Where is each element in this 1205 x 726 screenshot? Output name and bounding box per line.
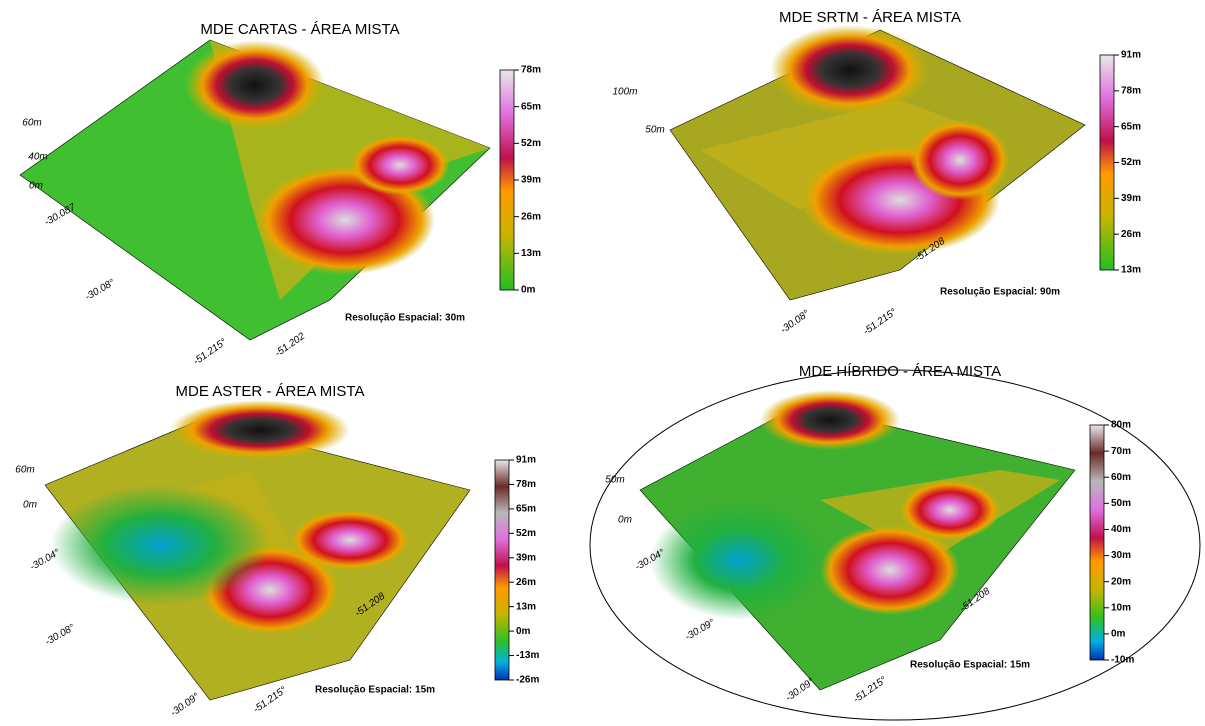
colorbar-label: 26m [516, 577, 536, 588]
colorbar [1100, 55, 1114, 270]
terrain-relief [650, 500, 830, 620]
colorbar-label: 13m [521, 248, 541, 259]
axis-label: 60m [22, 118, 41, 129]
colorbar-label: 52m [521, 138, 541, 149]
resolution-label: Resolução Espacial: 30m [345, 313, 465, 324]
colorbar-label: 0m [1111, 629, 1126, 640]
axis-label: -51.215° [861, 307, 898, 338]
colorbar [495, 460, 509, 680]
axis-label: -30.09° [683, 617, 717, 643]
axis-label: -51.215° [851, 675, 888, 706]
colorbar-label: 39m [1121, 193, 1141, 204]
colorbar-label: 0m [516, 626, 531, 637]
colorbar-label: 52m [516, 528, 536, 539]
axis-label: -30.09° [784, 676, 817, 704]
panel-title: MDE CARTAS - ÁREA MISTA [200, 21, 399, 38]
terrain-relief [900, 480, 1000, 540]
colorbar-label: 60m [1111, 472, 1131, 483]
terrain-relief [185, 40, 325, 130]
axis-label: 0m [29, 181, 43, 192]
axis-label: 60m [15, 465, 34, 476]
terrain-relief [170, 400, 350, 460]
axis-label: 50m [605, 475, 624, 486]
axis-label: -51.215° [191, 337, 228, 368]
colorbar-label: -26m [516, 675, 539, 686]
terrain-relief [350, 135, 450, 195]
colorbar-label: 80m [1111, 420, 1131, 431]
colorbar-label: 65m [521, 101, 541, 112]
colorbar-label: 70m [1111, 446, 1131, 457]
colorbar-label: 26m [521, 211, 541, 222]
colorbar-label: 78m [1121, 85, 1141, 96]
colorbar-label: 13m [516, 601, 536, 612]
colorbar-label: 91m [516, 455, 536, 466]
colorbar-label: 26m [1121, 229, 1141, 240]
colorbar-label: 65m [516, 504, 536, 515]
axis-label: 50m [645, 125, 664, 136]
terrain-relief [290, 510, 410, 570]
colorbar-label: 10m [1111, 602, 1131, 613]
colorbar-label: 65m [1121, 121, 1141, 132]
axis-label: -51.202 [273, 331, 307, 360]
axis-label: 40m [28, 152, 47, 163]
figure: MDE CARTAS - ÁREA MISTA 78m 65m 52m 39m 26m 13… [0, 0, 1205, 726]
terrain-relief [760, 390, 900, 450]
terrain-relief [50, 485, 270, 605]
colorbar [500, 70, 514, 290]
axis-label: -51.215° [251, 685, 288, 716]
axis-label: -30.08° [43, 622, 77, 648]
axis-label: 100m [612, 87, 637, 98]
colorbar [1090, 425, 1104, 660]
colorbar-label: 78m [521, 65, 541, 76]
colorbar-label: 91m [1121, 50, 1141, 61]
colorbar-label: 39m [516, 552, 536, 563]
colorbar-label: 39m [521, 175, 541, 186]
panel-title: MDE ASTER - ÁREA MISTA [176, 383, 365, 400]
colorbar-label: -13m [516, 650, 539, 661]
colorbar-label: -10m [1111, 655, 1134, 666]
axis-label: 0m [23, 500, 37, 511]
resolution-label: Resolução Espacial: 15m [315, 685, 435, 696]
colorbar-label: 20m [1111, 576, 1131, 587]
resolution-label: Resolução Espacial: 90m [940, 287, 1060, 298]
colorbar-label: 40m [1111, 524, 1131, 535]
terrain-relief [770, 25, 930, 115]
terrain-relief [910, 120, 1010, 200]
colorbar-label: 13m [1121, 265, 1141, 276]
colorbar-label: 52m [1121, 157, 1141, 168]
axis-label: -30.08° [779, 308, 812, 336]
axis-label: -30.087 [43, 202, 78, 229]
colorbar-label: 0m [521, 285, 536, 296]
axis-label: -30.08° [83, 277, 117, 303]
colorbar-label: 78m [516, 479, 536, 490]
axis-label: -30.09° [169, 691, 202, 719]
axis-label: 0m [618, 515, 632, 526]
panel-title: MDE HÍBRIDO - ÁREA MISTA [799, 363, 1001, 380]
colorbar-label: 30m [1111, 550, 1131, 561]
colorbar-label: 50m [1111, 498, 1131, 509]
panel-title: MDE SRTM - ÁREA MISTA [779, 9, 961, 26]
resolution-label: Resolução Espacial: 15m [910, 660, 1030, 671]
